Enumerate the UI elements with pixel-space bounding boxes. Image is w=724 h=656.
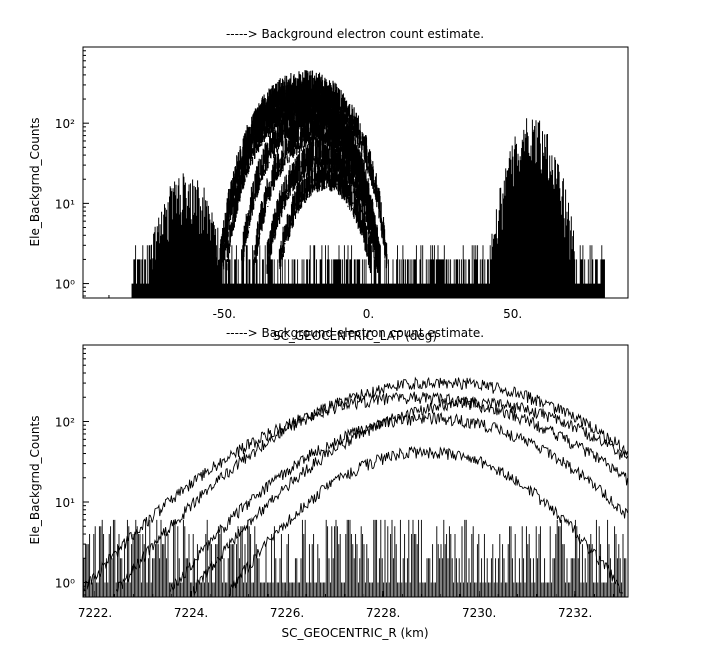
y-tick-label: 10² — [55, 415, 75, 429]
panel-latitude-y-ticks: 10⁰ 10¹ 10² — [55, 50, 89, 297]
secondary-peak-series — [151, 173, 223, 298]
panel-radius-title: -----> Background electron count estimat… — [226, 326, 484, 340]
x-tick-label: 7232. — [558, 606, 592, 620]
background-noise-series — [83, 519, 627, 597]
x-tick-label: 7230. — [462, 606, 496, 620]
panel-radius-x-ticks: 7222. 7224. 7226. 7228. 7230. 7232. — [78, 591, 615, 620]
panel-latitude-y-label: Ele_Backgrnd_Counts — [28, 118, 42, 247]
y-tick-label: 10¹ — [55, 496, 75, 510]
panel-radius-frame — [82, 344, 629, 598]
panel-latitude-data-lines — [131, 70, 605, 298]
x-tick-label: 7228. — [366, 606, 400, 620]
panel-latitude: -----> Background electron count estimat… — [28, 27, 629, 343]
y-tick: 10¹ — [55, 496, 89, 510]
y-tick-label: 10⁰ — [55, 577, 75, 591]
x-tick-label: 7224. — [174, 606, 208, 620]
x-tick-label: -50. — [213, 307, 236, 321]
y-tick: 10² — [55, 117, 89, 131]
x-tick-label: 0. — [363, 307, 374, 321]
y-tick: 10² — [55, 415, 89, 429]
y-tick: 10⁰ — [55, 278, 89, 292]
count-curve-series — [82, 391, 628, 592]
count-envelope-series — [266, 138, 379, 274]
x-tick-label: 7226. — [270, 606, 304, 620]
x-tick-label: 50. — [503, 307, 522, 321]
y-tick-label: 10¹ — [55, 197, 75, 211]
count-envelope-series — [278, 158, 372, 273]
y-tick-label: 10² — [55, 117, 75, 131]
panel-latitude-x-ticks: -50. 0. 50. — [108, 292, 629, 321]
panel-latitude-frame — [82, 46, 629, 299]
panel-radius-data-lines — [82, 376, 628, 597]
panel-radius-y-label: Ele_Backgrnd_Counts — [28, 416, 42, 545]
panel-latitude-title: -----> Background electron count estimat… — [226, 27, 484, 41]
count-curve-series — [169, 412, 628, 592]
x-tick-label: 7222. — [78, 606, 112, 620]
panel-latitude-x-label: SC_GEOCENTRIC_LAT (deg) — [273, 329, 437, 343]
y-tick: 10⁰ — [55, 577, 89, 591]
panel-radius-x-label: SC_GEOCENTRIC_R (km) — [282, 626, 429, 640]
panel-radius-y-ticks: 10⁰ 10¹ 10² — [55, 348, 89, 596]
count-curve-series — [229, 445, 623, 597]
secondary-peak-series — [490, 118, 575, 298]
y-tick: 10¹ — [55, 197, 89, 211]
count-envelope-series — [253, 114, 380, 274]
y-tick-label: 10⁰ — [55, 278, 75, 292]
panel-radius: 7222. 7224. 7226. 7228. 7230. 7232. 10⁰ 10¹ 10²… — [28, 326, 629, 640]
count-curve-series — [192, 396, 628, 596]
